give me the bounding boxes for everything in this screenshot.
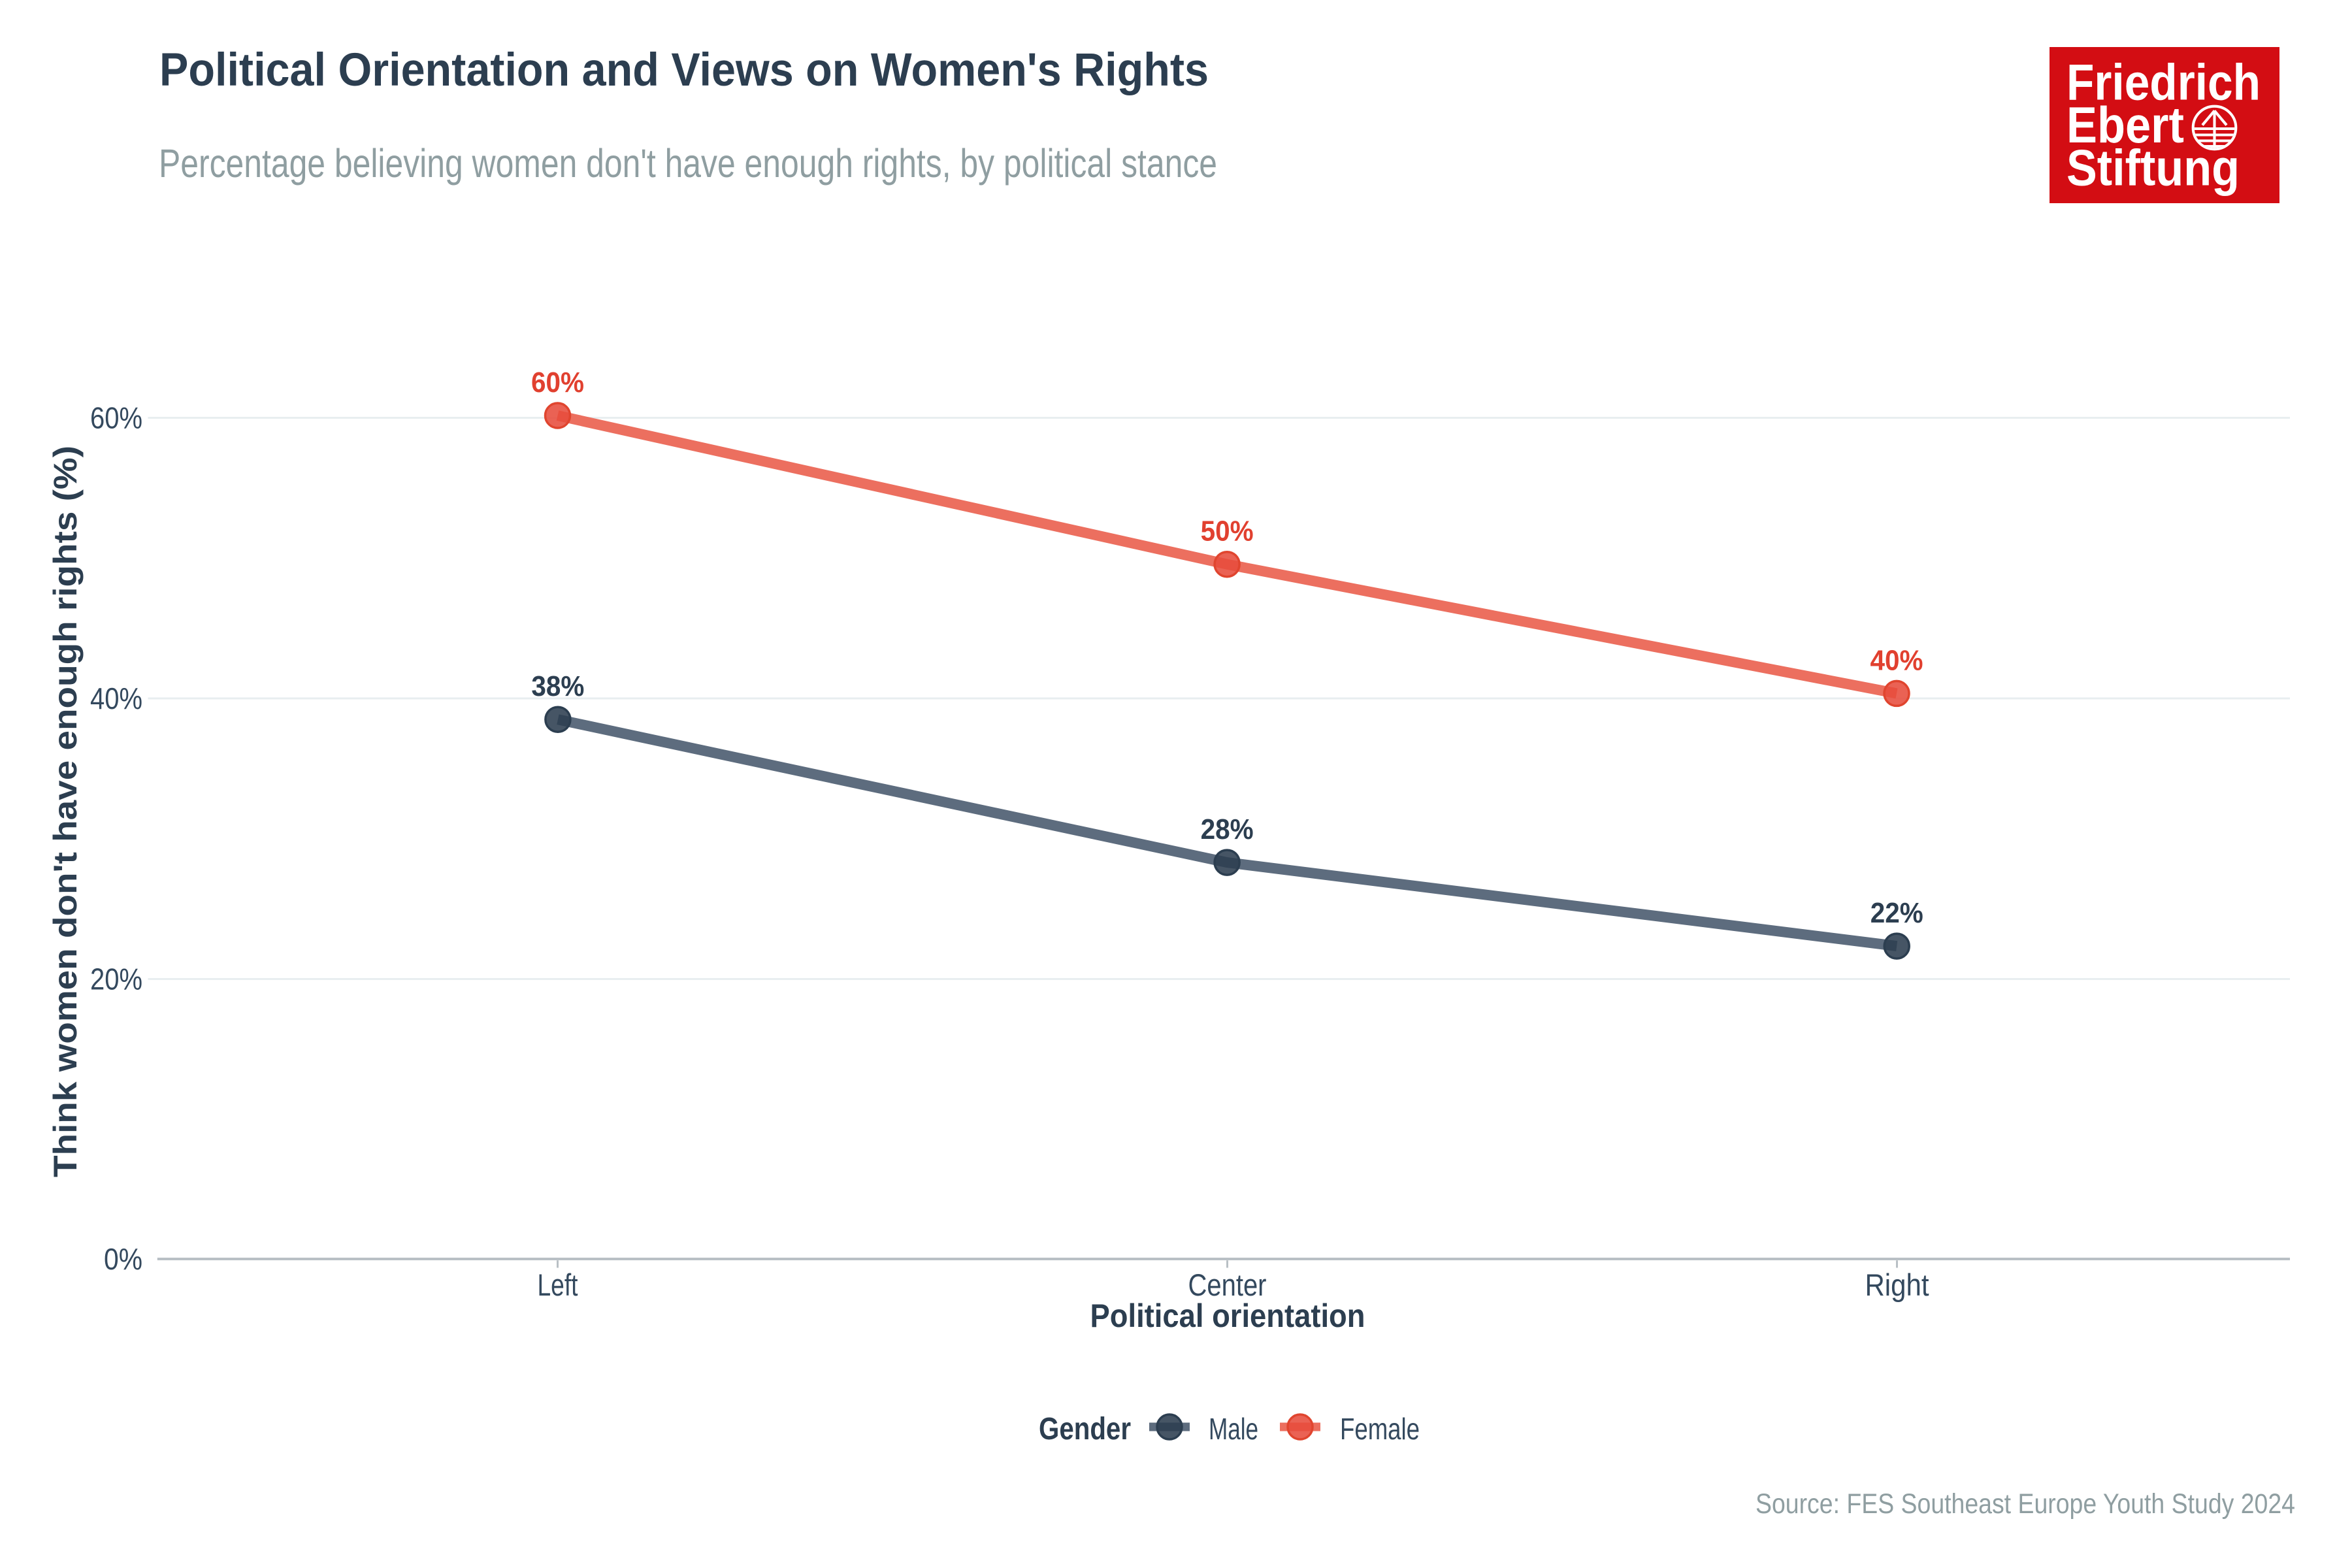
svg-text:Gender: Gender [1039, 1412, 1131, 1446]
svg-text:22%: 22% [1870, 897, 1923, 929]
svg-text:Right: Right [1865, 1267, 1929, 1302]
svg-text:40%: 40% [90, 681, 142, 715]
svg-text:20%: 20% [90, 962, 142, 996]
svg-text:Source: FES Southeast Europe Y: Source: FES Southeast Europe Youth Study… [1756, 1488, 2295, 1520]
svg-text:Percentage believing women don: Percentage believing women don't have en… [159, 141, 1217, 186]
svg-text:Ebert: Ebert [2066, 96, 2184, 154]
svg-text:Center: Center [1188, 1267, 1267, 1302]
svg-text:Political orientation: Political orientation [1090, 1298, 1365, 1334]
svg-text:60%: 60% [90, 401, 142, 435]
svg-text:Think women don't have enough: Think women don't have enough rights (%) [47, 446, 84, 1177]
svg-text:Political Orientation and View: Political Orientation and Views on Women… [159, 44, 1209, 96]
svg-text:Female: Female [1340, 1412, 1420, 1446]
svg-text:Friedrich: Friedrich [2066, 54, 2261, 111]
svg-text:38%: 38% [531, 670, 584, 702]
svg-text:40%: 40% [1870, 644, 1923, 676]
svg-text:60%: 60% [531, 367, 584, 399]
svg-text:Left: Left [538, 1267, 578, 1302]
svg-text:0%: 0% [104, 1242, 142, 1276]
svg-text:Male: Male [1209, 1412, 1258, 1446]
svg-text:28%: 28% [1201, 813, 1254, 845]
svg-text:50%: 50% [1201, 515, 1254, 547]
